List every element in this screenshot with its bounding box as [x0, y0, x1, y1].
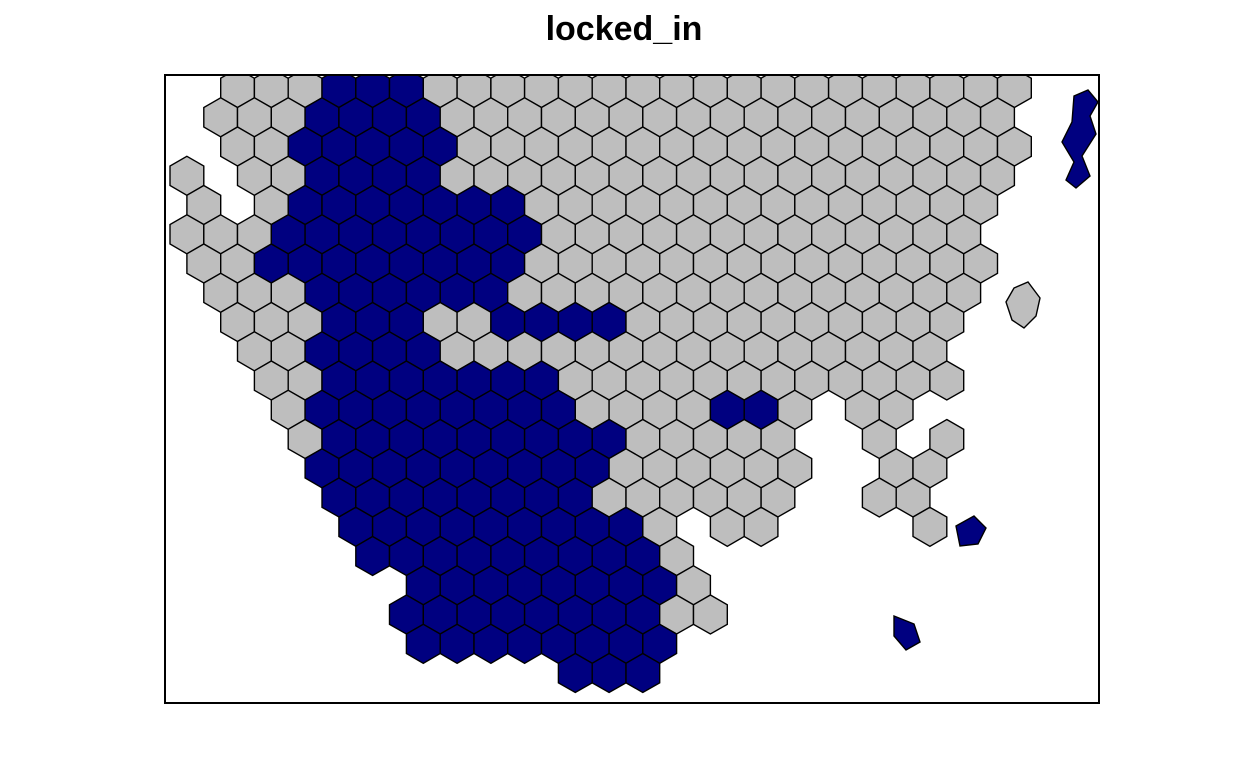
map-panel [164, 74, 1100, 704]
hexagon-grid-map [169, 76, 1098, 694]
hex-cell-unlocked [929, 360, 965, 401]
hex-cell-unlocked [743, 506, 779, 548]
island-east [1005, 281, 1041, 329]
island-north-east [1061, 89, 1098, 189]
hex-cell-unlocked [692, 594, 728, 635]
hex-cell-unlocked [912, 506, 948, 548]
island-south-2 [955, 515, 987, 547]
map-title: locked_in [545, 10, 703, 48]
island-south-1 [893, 614, 921, 651]
hex-cell-locked [625, 652, 661, 694]
